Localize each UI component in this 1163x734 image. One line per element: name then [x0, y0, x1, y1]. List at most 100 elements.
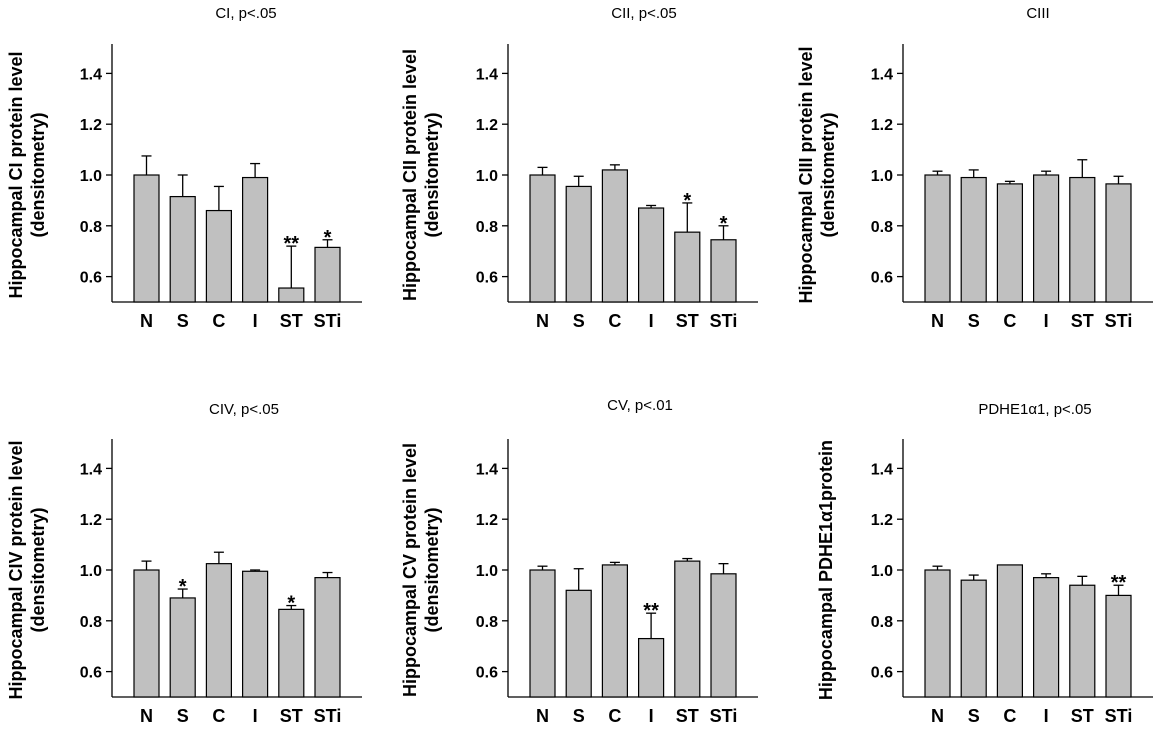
category-label: I — [649, 706, 654, 726]
bar — [637, 207, 665, 303]
chart-title: CII, p<.05 — [611, 5, 676, 22]
bar — [996, 564, 1024, 698]
bar — [1105, 594, 1132, 698]
category-label: STi — [1105, 311, 1133, 331]
y-tick-label: 1.2 — [871, 512, 893, 529]
y-axis-label: Hippocampal CV protein level (densitometr… — [400, 443, 442, 697]
bar — [205, 209, 232, 303]
category-label: I — [1044, 706, 1049, 726]
chart-title: PDHE1α1, p<.05 — [978, 401, 1091, 418]
significance-marker: * — [179, 576, 187, 598]
y-tick-label: 0.6 — [871, 270, 893, 287]
chart-title: CIII — [1026, 5, 1049, 22]
y-tick-label: 0.8 — [476, 614, 498, 631]
category-label: S — [968, 311, 980, 331]
bar — [996, 183, 1024, 303]
category-label: C — [1003, 706, 1016, 726]
y-axis-label-line: Hippocampal PDHE1α1protein — [816, 440, 836, 700]
bar — [1069, 176, 1096, 303]
bar — [674, 231, 701, 303]
y-tick-label: 0.6 — [871, 665, 893, 682]
category-label: C — [212, 311, 225, 331]
bar — [960, 579, 987, 698]
y-tick-label: 0.6 — [80, 665, 102, 682]
bar — [314, 246, 341, 303]
category-label: ST — [676, 311, 699, 331]
bar — [314, 577, 341, 698]
y-tick-label: 1.4 — [476, 66, 498, 83]
category-label: S — [573, 706, 585, 726]
bar — [169, 195, 196, 303]
chart-title: CIV, p<.05 — [209, 401, 279, 418]
category-label: C — [608, 311, 621, 331]
y-axis-label-line: (densitometry) — [818, 112, 838, 237]
bar — [133, 174, 160, 303]
category-label: N — [536, 311, 549, 331]
y-tick-label: 1.4 — [476, 461, 498, 478]
category-label: I — [1044, 311, 1049, 331]
y-axis-label-line: Hippocampal CV protein level — [400, 443, 420, 697]
y-tick-label: 0.8 — [871, 219, 893, 236]
chart-panel-5: CV, p<.01 0.6 0.8 1.0 1.2 1.4 Hippocampal CV p… — [400, 397, 758, 726]
y-tick-label: 0.6 — [476, 270, 498, 287]
category-label: S — [968, 706, 980, 726]
y-tick-label: 1.2 — [871, 117, 893, 134]
y-tick-label: 1.2 — [80, 117, 102, 134]
category-label: N — [931, 706, 944, 726]
y-tick-label: 1.4 — [871, 66, 893, 83]
chart-title: CV, p<.01 — [607, 397, 673, 414]
significance-marker: ** — [284, 233, 300, 255]
category-label: ST — [280, 311, 303, 331]
chart-panel-6: PDHE1α1, p<.05 0.6 0.8 1.0 1.2 1.4 Hippocampal… — [816, 401, 1153, 726]
bar — [205, 563, 232, 698]
y-tick-label: 1.4 — [871, 461, 893, 478]
y-tick-label: 1.2 — [476, 512, 498, 529]
chart-title: CI, p<.05 — [215, 5, 276, 22]
y-tick-label: 1.0 — [80, 563, 102, 580]
bar — [529, 174, 556, 303]
y-axis-label: Hippocampal CIV protein level (densitomet… — [6, 440, 48, 699]
y-tick-label: 1.4 — [80, 461, 102, 478]
category-label: STi — [314, 706, 342, 726]
category-label: S — [177, 706, 189, 726]
category-label: C — [212, 706, 225, 726]
y-axis-label-line: (densitometry) — [28, 112, 48, 237]
y-tick-label: 0.8 — [80, 219, 102, 236]
bar — [242, 570, 269, 698]
y-tick-label: 1.4 — [80, 66, 102, 83]
y-axis-label-line: (densitometry) — [422, 507, 442, 632]
bar — [674, 560, 701, 698]
chart-panel-1: CI, p<.05 0.6 0.8 1.0 1.2 1.4 Hippocampal CI p… — [6, 5, 362, 331]
bar — [565, 589, 592, 698]
y-axis-label-line: (densitometry) — [422, 112, 442, 237]
category-label: N — [536, 706, 549, 726]
category-label: ST — [1071, 706, 1094, 726]
bar — [960, 176, 987, 303]
significance-marker: * — [324, 227, 332, 249]
significance-marker: ** — [643, 600, 659, 622]
chart-panel-4: CIV, p<.05 0.6 0.8 1.0 1.2 1.4 Hippocampal CIV… — [6, 401, 362, 726]
bar — [278, 287, 305, 303]
category-label: ST — [280, 706, 303, 726]
category-label: STi — [314, 311, 342, 331]
category-label: N — [140, 706, 153, 726]
chart-panel-2: CII, p<.05 0.6 0.8 1.0 1.2 1.4 Hippocampal CII… — [400, 5, 758, 331]
category-label: ST — [676, 706, 699, 726]
y-tick-label: 1.0 — [871, 168, 893, 185]
bar — [1032, 577, 1060, 698]
y-tick-label: 0.8 — [80, 614, 102, 631]
y-axis-label: Hippocampal CII protein level (densitomet… — [400, 49, 442, 301]
y-axis-label: Hippocampal CI protein level (densitometr… — [6, 51, 48, 298]
category-label: S — [573, 311, 585, 331]
bar — [601, 169, 629, 303]
y-tick-label: 1.0 — [80, 168, 102, 185]
y-axis-label-line: Hippocampal CI protein level — [6, 51, 26, 298]
significance-marker: * — [287, 593, 295, 615]
significance-marker: ** — [1111, 572, 1127, 594]
category-label: N — [140, 311, 153, 331]
category-label: C — [1003, 311, 1016, 331]
category-label: STi — [1105, 706, 1133, 726]
bar — [169, 597, 196, 698]
bar — [1105, 183, 1132, 303]
